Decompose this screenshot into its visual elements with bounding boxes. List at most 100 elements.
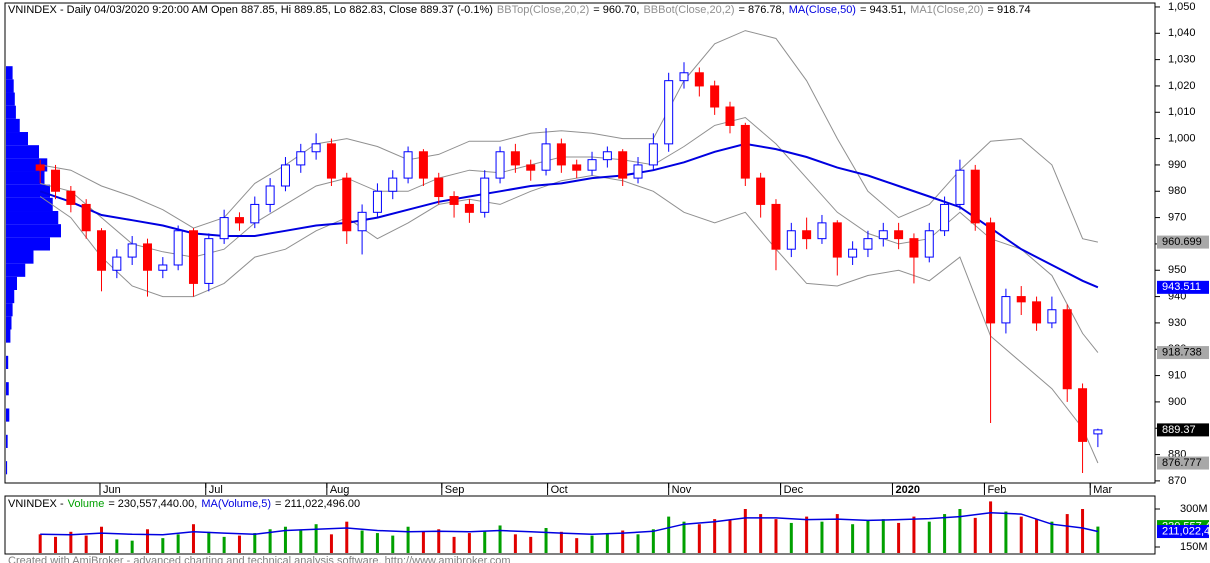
candle-body [434, 177, 444, 198]
volume-profile-bar [6, 434, 8, 448]
volume-bar [529, 536, 533, 553]
candle-body [326, 143, 336, 179]
header-part: MA(Volume,5) [201, 498, 271, 510]
volume-bar [375, 533, 379, 553]
candle-body [142, 243, 152, 271]
candle-body [771, 203, 781, 250]
volume-bar [774, 519, 778, 553]
candle-body [587, 159, 597, 171]
volume-profile-bar [6, 263, 26, 277]
volume-bar [406, 526, 410, 553]
x-tick-label: Feb [987, 484, 1006, 496]
x-tick-label: Nov [672, 484, 692, 496]
candle-body [1062, 309, 1072, 390]
volume-profile-bar [6, 408, 10, 422]
candle-body [403, 151, 413, 179]
candle-body [618, 151, 628, 179]
y-tick-label: 1,000 [1168, 133, 1196, 145]
volume-profile-bar [6, 66, 13, 80]
volume-bar [437, 529, 441, 553]
volume-profile-bar [6, 461, 8, 475]
header-part: = 876.78, [739, 4, 785, 16]
candle-body [832, 222, 842, 258]
volume-bar [191, 524, 195, 553]
candle-body [1093, 429, 1103, 435]
volume-profile-bar [6, 329, 11, 343]
candle-body [112, 256, 122, 271]
y-tick-label: 870 [1168, 475, 1186, 487]
volume-bar [345, 521, 349, 553]
value-tag-label: 918.738 [1162, 346, 1202, 358]
value-tag-label: 960.699 [1162, 236, 1202, 248]
y-tick-label: 990 [1168, 159, 1186, 171]
candle-body [449, 196, 459, 205]
y-tick-label: 1,030 [1168, 54, 1196, 66]
volume-profile-bar [6, 171, 45, 185]
volume-bar [268, 529, 272, 553]
volume-bar [100, 526, 104, 553]
volume-profile-bar [6, 289, 15, 304]
x-tick-label: Aug [330, 484, 350, 496]
volume-profile-bar [6, 184, 50, 198]
volume-bar [897, 522, 901, 553]
volume-bar [835, 514, 839, 553]
header-part: BBBot(Close,20,2) [643, 4, 734, 16]
candle-body [955, 169, 965, 205]
indicator-line [39, 174, 1099, 464]
volume-bar [667, 516, 671, 553]
volume-bar [559, 531, 563, 553]
volume-bar [544, 528, 548, 553]
volume-bar [927, 521, 931, 553]
y-tick-label: 1,050 [1168, 1, 1196, 13]
header-part: VNINDEX - [8, 498, 64, 510]
volume-bar [728, 520, 732, 553]
panel-header: VNINDEX - Daily 04/03/2020 9:20:00 AM Op… [8, 4, 1031, 16]
volume-profile-bar [6, 145, 39, 159]
volume-bar [360, 530, 364, 553]
volume-profile-bar [6, 92, 15, 106]
volume-bar [498, 525, 502, 553]
candle-body [986, 222, 996, 324]
volume-bar [467, 533, 471, 553]
volume-bar [69, 531, 73, 553]
volume-bar [1035, 519, 1039, 553]
candle-body [633, 164, 643, 179]
volume-bar [621, 530, 625, 553]
candle-body [802, 230, 812, 240]
volume-bar [713, 519, 717, 553]
candle-body [878, 230, 888, 240]
candle-body [495, 151, 505, 179]
candle-body [1078, 388, 1088, 442]
volume-ma-line [40, 512, 1099, 536]
volume-profile-bar [6, 237, 50, 251]
y-tick-label: 950 [1168, 264, 1186, 276]
y-tick-label: 930 [1168, 317, 1186, 329]
candle-body [158, 264, 168, 271]
volume-profile-bar [6, 118, 20, 133]
volume-bar [1096, 526, 1100, 553]
candle-body [648, 143, 658, 166]
volume-bar [283, 526, 287, 553]
value-tag [1157, 456, 1209, 470]
candle-body [710, 85, 720, 108]
candle-body [81, 203, 91, 232]
volume-bar [697, 524, 701, 553]
value-tag [1157, 346, 1209, 360]
volume-profile-bar [6, 79, 14, 93]
volume-bar [651, 529, 655, 553]
volume-bar [682, 521, 686, 553]
candle-body [863, 238, 873, 250]
candle-body [372, 190, 382, 213]
candle-body [786, 230, 796, 250]
candle-body [679, 72, 689, 82]
volume-bar [989, 501, 993, 553]
x-tick-label: Sep [445, 484, 465, 496]
volume-bar [943, 514, 947, 553]
candle-body [756, 177, 766, 205]
volume-bar [1050, 521, 1054, 553]
candle-body [848, 248, 858, 258]
candle-body [526, 164, 536, 171]
footer-note: Created with AmiBroker - advanced charti… [8, 555, 511, 563]
volume-bar [421, 531, 425, 553]
